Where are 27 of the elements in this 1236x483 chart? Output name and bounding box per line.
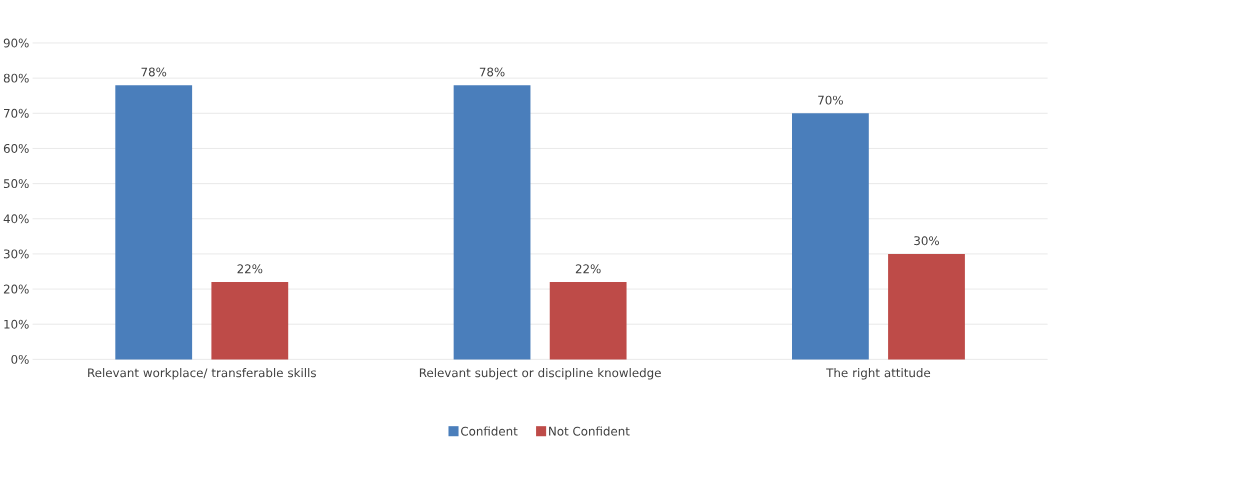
y-tick-label: 40% [3,214,29,224]
x-tick-label: Relevant workplace/ transferable skills [88,368,316,380]
data-label: 22% [237,264,263,274]
y-tick-label: 50% [3,179,29,189]
bar [792,113,869,360]
legend-label: Confident [461,426,518,436]
y-tick-label: 30% [3,249,29,259]
y-tick-label: 80% [3,73,29,83]
data-label: 22% [575,264,601,274]
x-tick-label: The right attitude [826,368,931,380]
x-tick-label: Relevant subject or discipline knowledge [419,368,661,380]
y-tick-label: 60% [3,144,29,154]
data-label: 78% [141,67,167,77]
y-tick-label: 90% [3,38,29,48]
data-label: 78% [479,67,505,77]
bar [888,253,965,360]
y-tick-label: 70% [4,108,29,118]
y-tick-label: 10% [4,319,29,329]
data-label: 30% [914,236,939,246]
y-tick-label: 0% [11,354,29,364]
bar [211,282,289,360]
bar [453,85,531,360]
data-label: 70% [818,95,843,105]
bar [549,282,627,360]
bar [115,85,193,360]
legend-label: Not Confident [549,426,630,436]
y-tick-label: 20% [3,284,29,294]
